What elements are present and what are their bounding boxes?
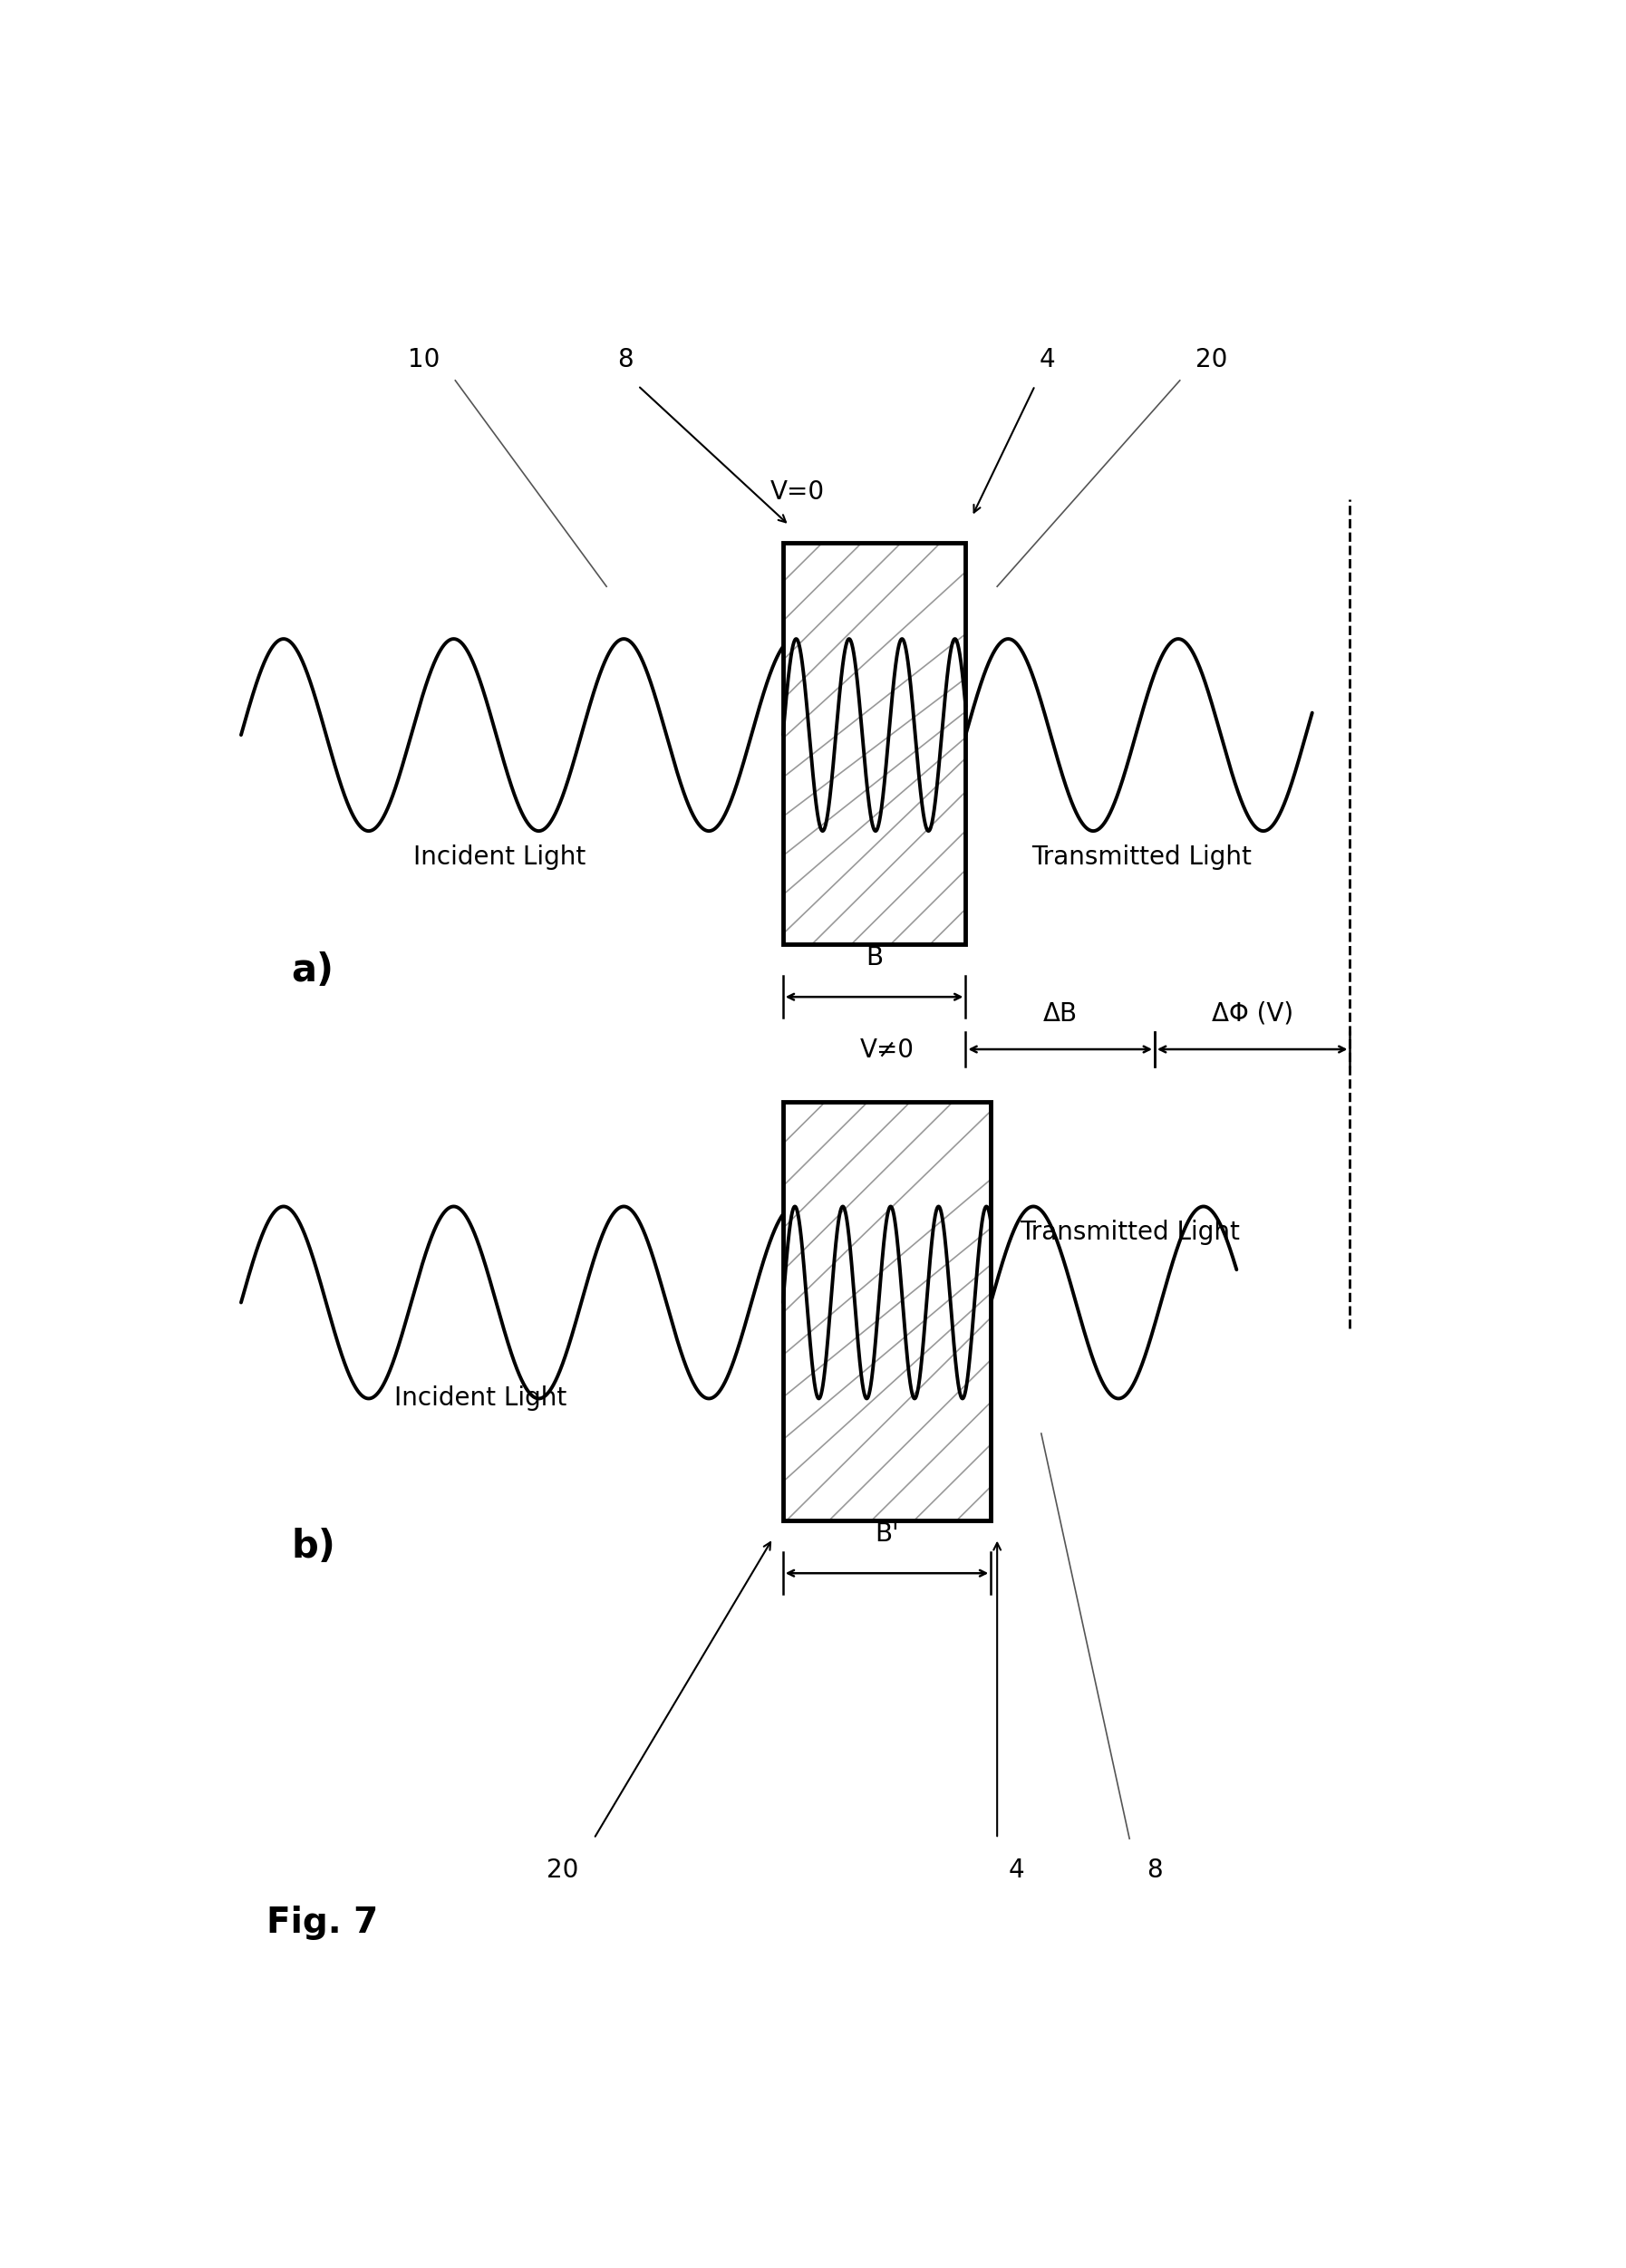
- Bar: [782, 542, 966, 943]
- Text: 8: 8: [1146, 1857, 1163, 1882]
- Text: a): a): [291, 953, 333, 989]
- Text: ΔB: ΔB: [1042, 1000, 1078, 1027]
- Text: 20: 20: [546, 1857, 579, 1882]
- Text: Fig. 7: Fig. 7: [267, 1905, 377, 1939]
- Text: ΔΦ (V): ΔΦ (V): [1211, 1000, 1293, 1027]
- Text: Incident Light: Incident Light: [393, 1386, 567, 1411]
- Text: V=0: V=0: [771, 479, 824, 503]
- Text: Transmitted Light: Transmitted Light: [1033, 844, 1252, 871]
- Bar: [782, 1102, 990, 1522]
- Text: 4: 4: [1039, 347, 1055, 372]
- Text: Transmitted Light: Transmitted Light: [1020, 1220, 1239, 1245]
- Text: V≠0: V≠0: [860, 1039, 914, 1064]
- Text: 10: 10: [408, 347, 439, 372]
- Bar: [782, 542, 966, 943]
- Text: 4: 4: [1008, 1857, 1024, 1882]
- Text: 8: 8: [618, 347, 634, 372]
- Text: b): b): [291, 1529, 335, 1565]
- Text: B': B': [875, 1522, 899, 1547]
- Text: 20: 20: [1195, 347, 1228, 372]
- Bar: [782, 1102, 990, 1522]
- Text: B: B: [865, 946, 883, 971]
- Text: Incident Light: Incident Light: [413, 844, 585, 871]
